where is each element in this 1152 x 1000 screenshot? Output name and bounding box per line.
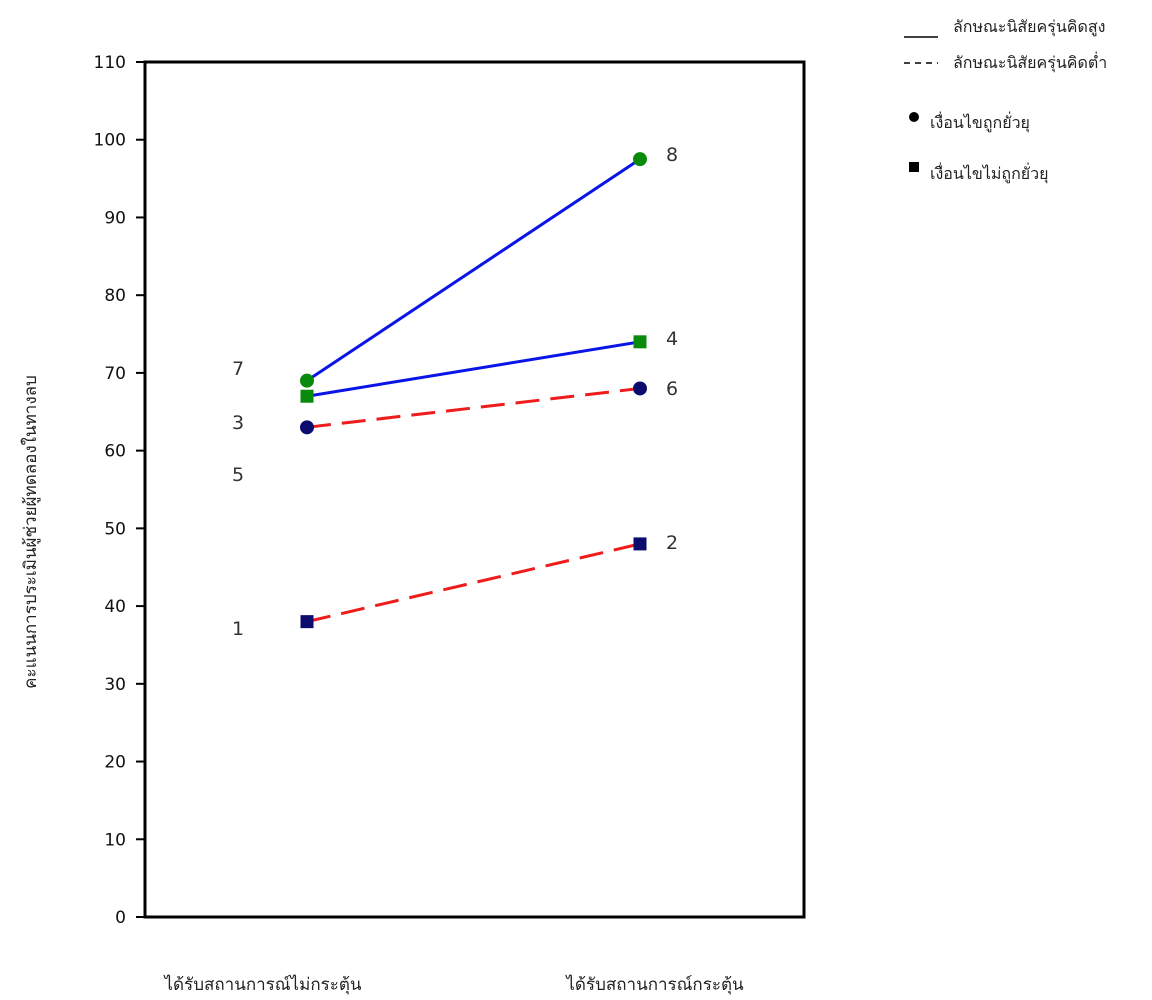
point-number-label: 3 [232, 412, 244, 434]
y-tick-label: 80 [104, 286, 126, 306]
y-tick-label: 90 [104, 208, 126, 228]
point-number-label: 7 [232, 358, 244, 380]
plot-frame [143, 60, 806, 919]
y-tick-label: 40 [104, 597, 126, 617]
point-labels: 1 2 3 4 5 6 7 8 [232, 144, 678, 640]
x-axis: ได้รับสถานการณ์ไม่กระตุ้น ได้รับสถานการณ์… [162, 974, 744, 995]
legend-entry-label: ลักษณะนิสัยครุ่นคิดต่ำ [953, 51, 1107, 73]
legend-entry-label: ลักษณะนิสัยครุ่นคิดสูง [953, 17, 1105, 37]
y-tick-label: 100 [94, 131, 126, 151]
y-tick-label: 10 [104, 830, 126, 850]
legend-entry-label: เงื่อนไขถูกยั่วยุ [930, 111, 1030, 133]
data-point-square [300, 389, 314, 403]
y-tick-label: 50 [104, 519, 126, 539]
legend: ลักษณะนิสัยครุ่นคิดสูงลักษณะนิสัยครุ่นคิ… [904, 17, 1107, 184]
series-line [306, 386, 641, 429]
series-markers [300, 152, 647, 629]
point-number-label: 8 [666, 144, 678, 166]
series-line [306, 157, 641, 382]
data-point-square [633, 335, 647, 349]
y-tick-label: 30 [104, 675, 126, 695]
data-point-circle [633, 381, 647, 396]
series-lines [306, 157, 641, 624]
legend-entry-label: เงื่อนไขไม่ถูกยั่วยุ [930, 162, 1049, 184]
x-category-label: ได้รับสถานการณ์กระตุ้น [564, 974, 744, 995]
legend-circle-icon [909, 112, 919, 122]
series-line [306, 542, 641, 624]
point-number-label: 1 [232, 618, 244, 640]
data-point-square [633, 537, 647, 551]
x-category-label: ได้รับสถานการณ์ไม่กระตุ้น [162, 974, 361, 995]
y-tick-label: 20 [104, 753, 126, 773]
series-line [306, 340, 641, 398]
y-tick-label: 60 [104, 442, 126, 462]
data-point-square [300, 615, 314, 629]
y-tick-label: 70 [104, 364, 126, 384]
y-tick-label: 0 [115, 908, 126, 928]
y-axis: 0 10 20 30 40 50 60 70 80 90 100 110 [94, 53, 145, 928]
data-point-circle [633, 152, 647, 167]
point-number-label: 5 [232, 464, 244, 486]
point-number-label: 6 [666, 378, 678, 400]
y-tick-label: 110 [94, 53, 126, 73]
legend-square-icon [909, 162, 919, 172]
point-number-label: 4 [666, 328, 678, 350]
y-axis-label: คะแนนการประเมินผู้ช่วยผู้ทดลองในทางลบ [20, 375, 41, 689]
data-point-circle [300, 373, 314, 388]
data-point-circle [300, 420, 314, 435]
point-number-label: 2 [666, 532, 678, 554]
